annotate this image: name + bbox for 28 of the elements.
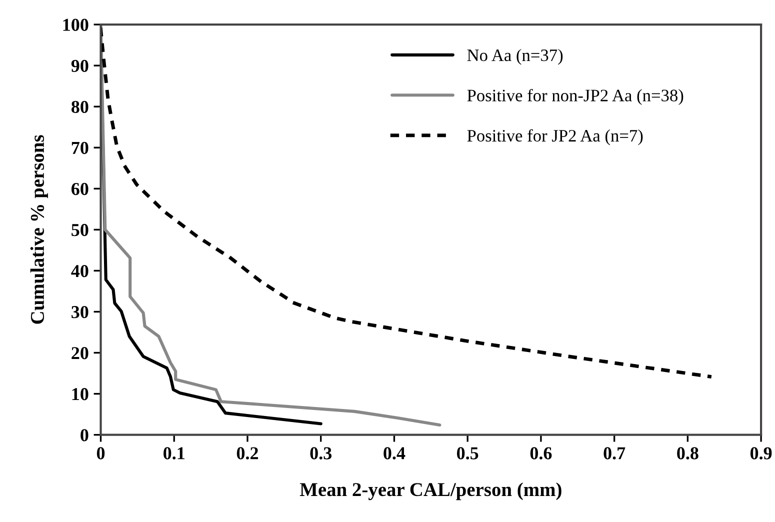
y-axis-title: Cumulative % persons: [30, 135, 48, 324]
y-tick-label: 20: [72, 347, 88, 360]
line-series: [100, 24, 442, 427]
y-tick-label: 10: [72, 388, 88, 400]
legend-label: No Aa (n=37): [467, 48, 563, 65]
x-tick-label: 0.5: [456, 447, 478, 460]
line-series: [100, 28, 712, 378]
legend-label: Positive for non-JP2 Aa (n=38): [467, 88, 684, 105]
y-tick-label: 80: [71, 100, 88, 114]
legend-label: Positive for JP2 Aa (n=7): [467, 129, 643, 146]
y-tick-label: 90: [71, 60, 88, 72]
y-tick-label: 50: [72, 224, 88, 236]
y-tick-label: 30: [72, 306, 88, 318]
y-tick-label: 40: [71, 264, 88, 278]
y-tick-label: 70: [72, 142, 88, 154]
x-tick-label: 0.8: [677, 447, 698, 460]
x-tick-label: 0.2: [236, 447, 258, 460]
x-axis-title: Mean 2-year CAL/person (mm): [300, 482, 562, 500]
x-tick-label: 0.9: [750, 447, 772, 460]
x-tick-label: 0.1: [164, 447, 184, 460]
x-tick-label: 0: [96, 447, 105, 460]
y-tick-label: 100: [63, 18, 88, 31]
x-tick-label: 0.7: [604, 447, 626, 460]
x-tick-label: 0.4: [384, 447, 406, 460]
x-tick-label: 0.3: [310, 447, 332, 460]
x-tick-label: 0.6: [530, 447, 552, 460]
y-tick-label: 0: [80, 429, 88, 442]
y-tick-label: 60: [72, 182, 88, 196]
